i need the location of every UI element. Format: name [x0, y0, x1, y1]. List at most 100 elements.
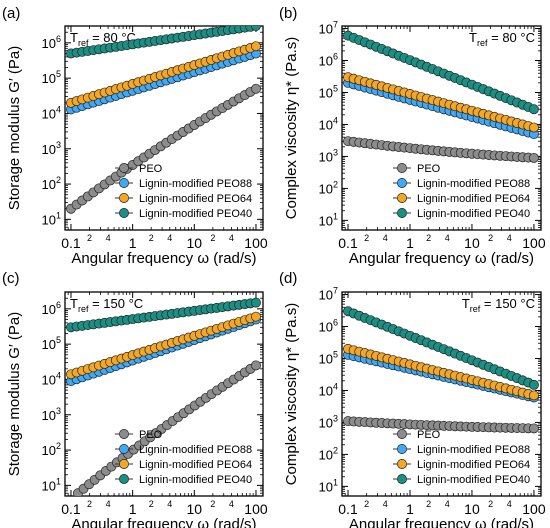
panel-label: (d): [279, 270, 297, 287]
x-minor-label: 2: [488, 499, 493, 509]
y-tick-label: 104: [319, 381, 338, 398]
legend-marker: [397, 429, 407, 439]
x-tick-label: 100: [244, 235, 268, 251]
chart-panel-3: (c) 0.1 1 10 100 2 4 2 4 2 4 101 102 103 104 105 106 Angu…: [2, 270, 268, 528]
data-point-peo40: [528, 379, 539, 390]
y-tick-label: 106: [319, 52, 338, 69]
legend-label: Lignin-modified PEO40: [417, 474, 530, 486]
panel-label: (c): [2, 270, 20, 287]
chart-panel-4: (d) 0.1 1 10 100 2 4 2 4 2 4 101 102 103 104 105 106 107 A…: [279, 270, 546, 528]
x-tick-label: 100: [522, 501, 546, 517]
legend-marker: [119, 429, 129, 439]
legend-marker: [119, 444, 129, 454]
x-tick-label: 10: [187, 235, 203, 251]
legend-label: PEO: [139, 163, 163, 175]
x-tick-label: 1: [406, 501, 414, 517]
plot-frame: [341, 25, 542, 231]
x-minor-label: 4: [167, 499, 172, 509]
legend-marker: [119, 193, 129, 203]
x-minor-label: 2: [426, 233, 431, 243]
x-minor-label: 2: [488, 233, 493, 243]
data-point-peo64: [251, 311, 261, 322]
y-tick-label: 102: [42, 175, 61, 192]
legend-label: Lignin-modified PEO88: [139, 444, 252, 456]
legend-marker: [119, 474, 129, 484]
data-point-peo64: [251, 41, 261, 52]
legend-marker: [397, 459, 407, 469]
x-tick-label: 1: [129, 235, 137, 251]
x-tick-label: 0.1: [61, 501, 81, 517]
y-tick-label: 101: [42, 210, 61, 227]
x-tick-label: 1: [129, 501, 137, 517]
legend: PEO Lignin-modified PEO88 Lignin-modified …: [393, 163, 530, 220]
legend-label: PEO: [417, 163, 441, 175]
y-tick-label: 103: [319, 147, 338, 164]
plot-frame: [341, 291, 542, 497]
legend-label: PEO: [139, 429, 163, 441]
y-tick-label: 103: [42, 406, 61, 423]
y-tick-label: 105: [42, 335, 61, 352]
y-tick-label: 105: [319, 83, 338, 100]
x-tick-label: 100: [522, 235, 546, 251]
reference-temperature-label: Tref = 150 °C: [70, 296, 143, 314]
x-minor-label: 2: [426, 499, 431, 509]
x-tick-label: 0.1: [338, 501, 358, 517]
y-tick-label: 104: [42, 104, 61, 121]
legend-marker: [397, 474, 407, 484]
y-axis-label: Complex viscosity η* (Pa.s): [283, 303, 300, 486]
data-point-peo64: [528, 122, 539, 133]
legend-marker: [119, 459, 129, 469]
y-tick-label: 104: [319, 115, 338, 132]
series-layer: [343, 30, 539, 163]
legend: PEO Lignin-modified PEO88 Lignin-modified …: [393, 429, 530, 486]
y-tick-label: 102: [319, 179, 338, 196]
panel-label: (b): [279, 5, 297, 22]
legend-marker: [397, 178, 407, 188]
y-tick-label: 105: [319, 349, 338, 366]
reference-temperature-label: Tref = 80 °C: [469, 30, 535, 48]
legend-label: Lignin-modified PEO40: [139, 208, 252, 220]
plot-frame: [64, 291, 264, 497]
x-minor-label: 2: [364, 233, 369, 243]
x-minor-label: 2: [87, 499, 92, 509]
legend-marker: [119, 163, 129, 173]
x-axis-label: Angular frequency ω (rad/s): [71, 250, 256, 267]
x-tick-label: 10: [464, 235, 480, 251]
y-tick-label: 103: [319, 413, 338, 430]
legend-label: PEO: [417, 429, 441, 441]
data-point-peo40: [251, 297, 261, 308]
y-tick-label: 106: [42, 300, 61, 317]
y-tick-label: 107: [319, 286, 338, 303]
reference-temperature-label: Tref = 150 °C: [462, 296, 535, 314]
x-tick-label: 0.1: [61, 235, 81, 251]
chart-panel-1: (a) 0.1 1 10 100 2 4 2 4 2 4 101 102 103 104 105 106 Angu…: [2, 5, 268, 267]
y-axis-label: Storage modulus G′ (Pa): [6, 46, 23, 211]
y-tick-label: 104: [42, 370, 61, 387]
y-tick-label: 103: [42, 140, 61, 157]
x-minor-label: 4: [445, 233, 450, 243]
x-minor-label: 2: [87, 233, 92, 243]
x-minor-label: 2: [210, 499, 215, 509]
y-axis-label: Storage modulus G′ (Pa): [6, 312, 23, 477]
legend-marker: [397, 193, 407, 203]
x-minor-label: 4: [106, 499, 111, 509]
x-minor-label: 2: [210, 233, 215, 243]
x-minor-label: 4: [383, 233, 388, 243]
x-axis-label: Angular frequency ω (rad/s): [349, 516, 534, 528]
legend-label: Lignin-modified PEO64: [417, 193, 530, 205]
x-tick-label: 100: [244, 501, 268, 517]
x-minor-label: 2: [364, 499, 369, 509]
legend-label: Lignin-modified PEO88: [417, 178, 530, 190]
data-point-peo40: [251, 26, 261, 31]
data-point-peo: [251, 83, 261, 94]
x-tick-label: 10: [187, 501, 203, 517]
y-tick-label: 107: [319, 20, 338, 37]
chart-panel-2: (b) 0.1 1 10 100 2 4 2 4 2 4 101 102 103 104 105 106 107 A…: [279, 5, 546, 267]
legend-marker: [397, 444, 407, 454]
legend-marker: [119, 178, 129, 188]
plot-frame: [64, 25, 264, 231]
legend-label: Lignin-modified PEO64: [139, 193, 252, 205]
y-tick-label: 101: [319, 211, 338, 228]
x-minor-label: 2: [149, 499, 154, 509]
legend-marker: [119, 208, 129, 218]
